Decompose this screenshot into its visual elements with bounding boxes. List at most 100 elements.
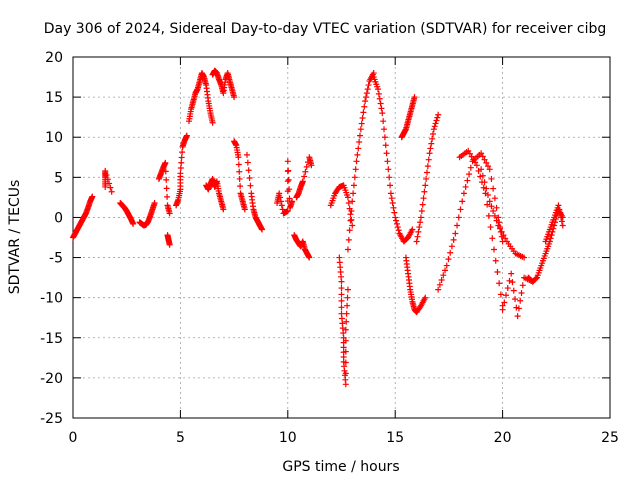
data-point [559,222,566,229]
data-point [279,206,286,213]
data-point [448,243,455,250]
data-point [349,222,356,229]
data-point [342,359,349,366]
data-point [277,198,284,205]
data-point [422,182,429,189]
y-axis-label: SDTVAR / TECUs [7,180,23,295]
data-point [162,159,169,166]
data-point [392,214,399,221]
data-point [487,224,494,231]
data-point [390,204,397,211]
data-point [519,282,526,289]
data-point [491,195,498,202]
data-point [421,188,428,195]
data-point [491,246,498,253]
data-point [106,180,113,187]
y-tick-label: -5 [49,251,63,267]
data-point [246,174,253,181]
data-point [355,145,362,152]
data-point [473,162,480,169]
data-point [108,188,115,195]
data-point [338,304,345,311]
data-point [363,90,370,97]
data-point [299,178,306,185]
data-point [350,182,357,189]
series-hour2 [117,200,137,227]
data-point [346,227,353,234]
data-point [452,230,459,237]
data-point [430,126,437,133]
data-point [362,94,369,101]
plot-frame [72,56,611,419]
series-hour5_peak [185,70,216,126]
data-point [183,132,190,139]
data-point [495,214,502,221]
data-point [308,162,315,169]
data-point [455,214,462,221]
data-point [348,216,355,223]
data-point [450,236,457,243]
data-point [358,120,365,127]
data-point [378,105,385,112]
x-axis-ticks: 0 5 10 15 20 25 [69,57,619,446]
data-point [409,226,416,233]
series-hour19_band [478,166,528,261]
data-point [342,348,349,355]
series-hour15_spike [398,94,418,141]
data-point [349,198,356,205]
data-point [391,209,398,216]
data-point [464,177,471,184]
y-tick-label: 0 [54,210,63,226]
data-point [500,232,507,239]
data-point [428,140,435,147]
series-hour18_descend [456,147,506,309]
data-point [276,190,283,197]
data-point [387,190,394,197]
data-point [460,190,467,197]
data-point [284,178,291,185]
data-point [381,126,388,133]
data-point [354,151,361,158]
data-point [386,174,393,181]
data-point [380,118,387,125]
data-point [162,168,169,175]
series-hour9_10 [274,158,296,217]
data-point [220,206,227,213]
data-point [509,279,516,286]
data-point [484,201,491,208]
data-point [488,175,495,182]
data-point [361,103,368,110]
data-point [163,185,170,192]
data-point [350,190,357,197]
data-point [284,158,291,165]
data-point [435,111,442,118]
data-point [478,150,485,157]
series-hour8 [243,151,266,233]
y-tick-label: 10 [45,130,63,146]
data-point [557,210,564,217]
series-hour4 [155,159,173,217]
data-point [503,292,510,299]
data-point [236,168,243,175]
data-point [166,241,173,248]
data-point [413,238,420,245]
data-point [259,226,266,233]
data-point [445,256,452,263]
data-point [494,268,501,275]
data-point [381,134,388,141]
data-point [362,98,369,105]
data-point [492,257,499,264]
data-point [352,166,359,173]
data-point [467,164,474,171]
data-point [342,326,349,333]
data-point [303,163,310,170]
data-point [342,381,349,388]
data-point [498,228,505,235]
data-point [163,176,170,183]
data-point [107,184,114,191]
data-point [506,277,513,284]
data-point [440,272,447,279]
data-point [417,219,424,226]
y-tick-label: -25 [40,411,63,427]
data-point [490,185,497,192]
